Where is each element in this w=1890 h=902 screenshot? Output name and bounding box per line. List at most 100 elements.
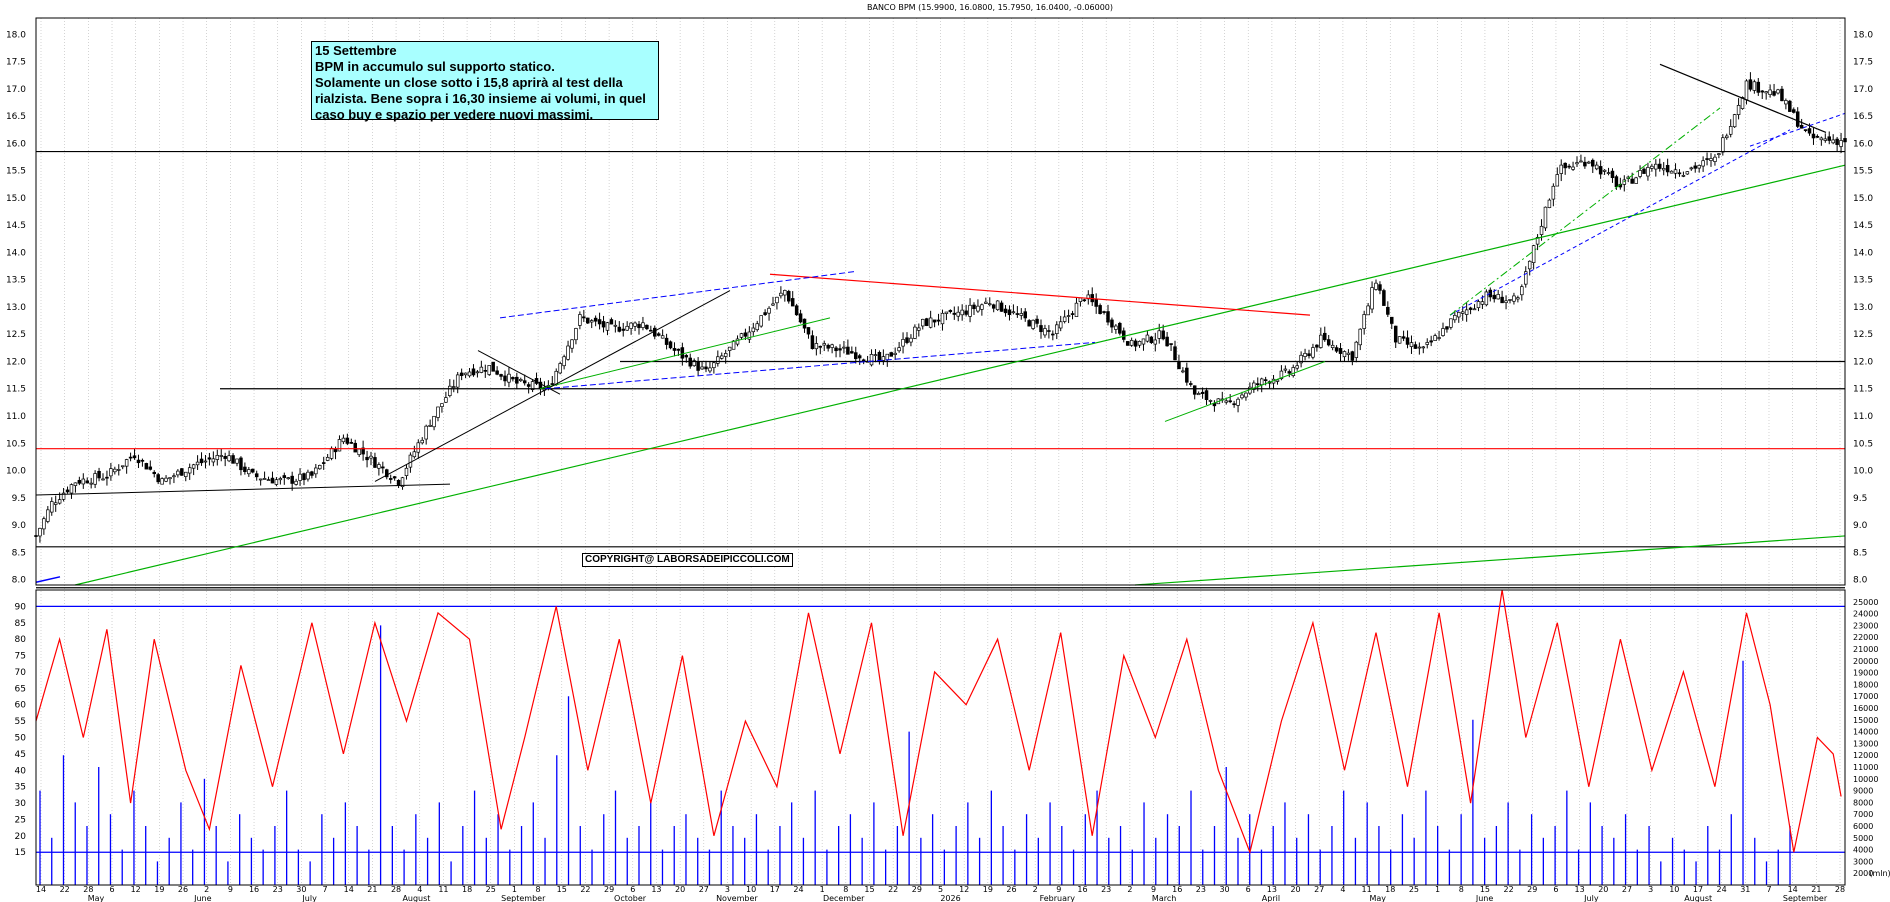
- candle-body: [1547, 199, 1552, 208]
- note-line: 15 Settembre: [315, 43, 397, 58]
- candle-body: [440, 403, 444, 407]
- candle-body: [1283, 368, 1288, 371]
- x-tick-label: 20: [675, 885, 685, 894]
- candle-body: [1125, 341, 1130, 346]
- candle-body: [980, 304, 984, 310]
- candle-body: [1457, 312, 1461, 318]
- candle-body: [515, 376, 519, 384]
- candle-body: [77, 480, 82, 484]
- candle-body: [1263, 379, 1268, 381]
- candle-body: [251, 468, 255, 473]
- candle-body: [1386, 306, 1390, 315]
- black-trendline: [374, 290, 731, 482]
- x-tick-label: 18: [462, 885, 472, 894]
- candle-body: [424, 425, 428, 440]
- candle-body: [1807, 128, 1812, 134]
- y-tick-label: 8.0: [12, 576, 27, 586]
- candle-body: [601, 321, 606, 328]
- y-tick-label: 14.0: [6, 248, 26, 258]
- candle-body: [262, 478, 267, 480]
- x-tick-label: 7: [1766, 885, 1771, 894]
- candle-body: [1145, 334, 1150, 342]
- y-tick-label: 16.5: [6, 112, 26, 122]
- candle-body: [570, 339, 574, 349]
- candle-body: [794, 305, 799, 316]
- candle-body: [1539, 225, 1544, 235]
- candle-body: [747, 331, 752, 340]
- candle-body: [1015, 313, 1020, 315]
- candle-body: [940, 312, 945, 325]
- volume-tick-label: 25000: [1853, 598, 1878, 607]
- x-tick-label: 23: [273, 885, 283, 894]
- candle-body: [928, 317, 933, 328]
- candle-body: [325, 457, 330, 461]
- x-tick-label: 22: [1504, 885, 1514, 894]
- candle-body: [471, 368, 476, 376]
- x-tick-label: 29: [604, 885, 614, 894]
- osc-tick-label: 60: [15, 701, 27, 711]
- candle-body: [1295, 365, 1299, 369]
- candle-body: [1027, 320, 1031, 327]
- candle-body: [81, 478, 86, 485]
- y-tick-label: 16.0: [6, 139, 26, 149]
- candle-body: [1315, 344, 1319, 348]
- candle-body: [668, 341, 673, 349]
- x-tick-label: 27: [1314, 885, 1324, 894]
- x-tick-label: 7: [323, 885, 328, 894]
- candle-body: [1681, 175, 1686, 177]
- y-tick-label-right: 9.5: [1853, 494, 1867, 504]
- candle-body: [85, 480, 89, 484]
- green-long-line: [1134, 535, 1846, 586]
- candle-body: [314, 467, 318, 475]
- volume-tick-label: 9000: [1853, 787, 1873, 796]
- candle-body: [1740, 97, 1745, 109]
- candle-body: [1669, 170, 1674, 174]
- osc-tick-label: 15: [15, 848, 26, 858]
- candle-body: [818, 345, 823, 348]
- y-tick-label: 12.0: [6, 357, 26, 367]
- candle-body: [857, 355, 862, 359]
- note-line: BPM in accumulo sul supporto statico.: [315, 59, 555, 74]
- x-tick-label: 18: [1385, 885, 1395, 894]
- y-tick-label: 17.0: [6, 85, 26, 95]
- candle-body: [526, 384, 531, 387]
- candle-body: [1654, 163, 1658, 170]
- month-label: September: [1783, 894, 1828, 902]
- candle-body: [1772, 91, 1776, 96]
- candle-body: [369, 455, 373, 459]
- blue-stub: [35, 576, 61, 584]
- candle-body: [1827, 136, 1831, 141]
- candle-body: [329, 447, 334, 459]
- candle-body: [672, 348, 677, 351]
- volume-tick-label: 3000: [1853, 857, 1873, 866]
- candle-body: [187, 467, 192, 474]
- candle-body: [984, 301, 988, 304]
- candle-body: [1311, 347, 1315, 358]
- candle-body: [117, 469, 121, 471]
- volume-tick-label: 4000: [1853, 846, 1873, 855]
- volume-tick-label: 5000: [1853, 834, 1873, 843]
- candle-body: [1575, 162, 1579, 165]
- candle-body: [1736, 105, 1741, 115]
- x-tick-label: 6: [109, 885, 114, 894]
- month-label: October: [614, 894, 647, 902]
- candle-body: [889, 352, 893, 357]
- candle-body: [420, 439, 424, 444]
- candle-body: [1181, 370, 1185, 373]
- candle-body: [1835, 138, 1839, 145]
- volume-tick-label: 15000: [1853, 716, 1878, 725]
- candle-body: [783, 290, 787, 296]
- candle-body: [988, 303, 992, 306]
- candle-body: [1717, 153, 1721, 156]
- candle-body: [120, 465, 125, 468]
- candle-body: [1303, 353, 1307, 357]
- candle-body: [1795, 111, 1800, 127]
- y-tick-label-right: 10.0: [1853, 467, 1873, 477]
- candle-body: [266, 479, 271, 481]
- month-label: May: [1369, 894, 1386, 902]
- osc-tick-label: 25: [15, 815, 26, 825]
- candle-body: [1658, 163, 1662, 169]
- month-label: February: [1040, 894, 1076, 902]
- candle-body: [605, 322, 610, 331]
- candle-body: [373, 457, 377, 468]
